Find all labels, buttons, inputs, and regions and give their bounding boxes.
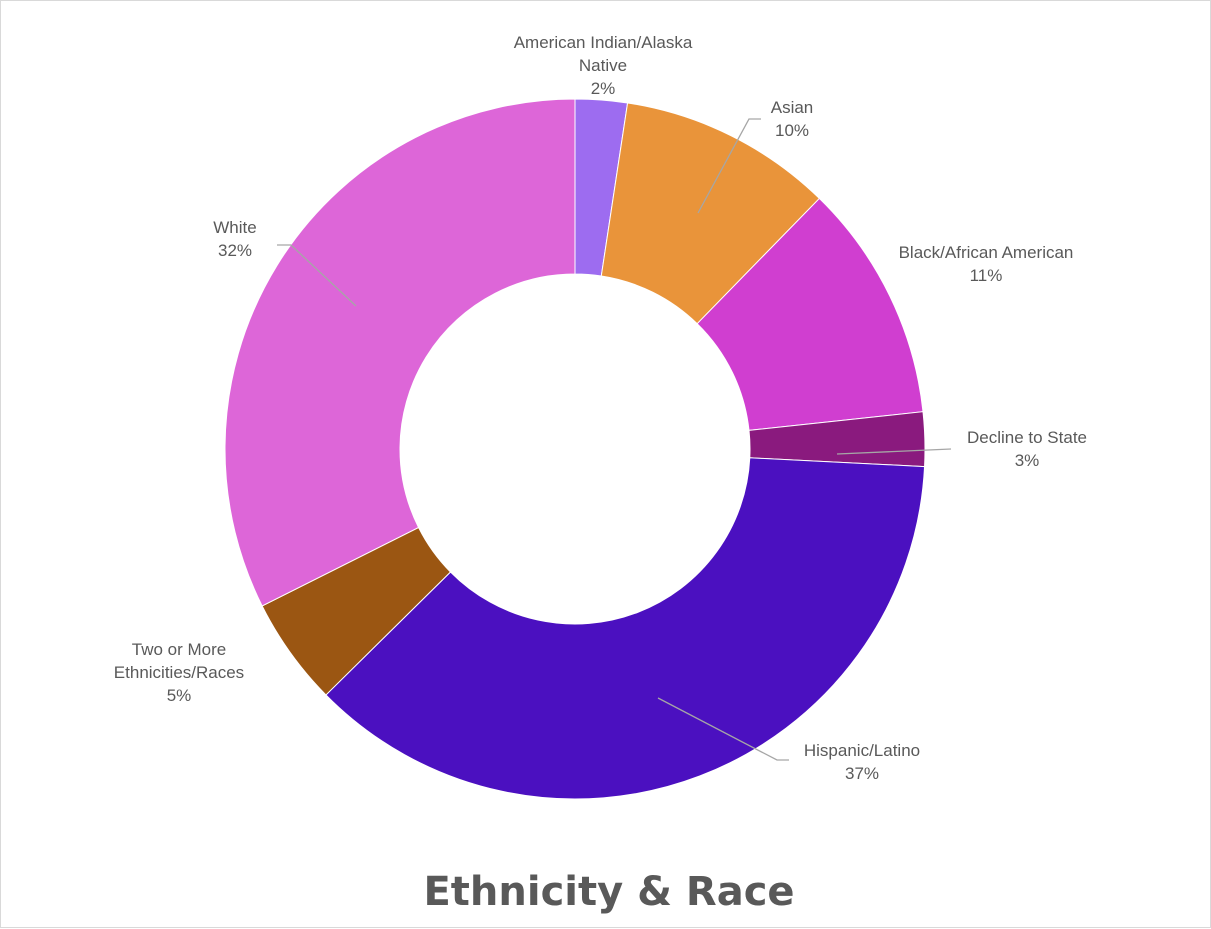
data-label-black-african-american: Black/African American 11% (899, 243, 1074, 285)
data-label-asian: Asian 10% (771, 98, 814, 140)
data-label-american-indian-alaska-native: American Indian/Alaska Native 2% (514, 33, 693, 98)
data-label-category: Ethnicities/Races (114, 663, 244, 682)
data-label-white: White 32% (213, 218, 256, 260)
data-label-hispanic-latino: Hispanic/Latino 37% (804, 741, 920, 783)
data-label-category: Native (579, 56, 627, 75)
donut-slices (224, 98, 926, 800)
data-labels: American Indian/Alaska Native 2% Asian 10% Bl… (114, 33, 1087, 783)
leader-line-decline-to-state (836, 448, 952, 455)
data-label-value: 10% (775, 121, 809, 140)
data-label-category: American Indian/Alaska (514, 33, 693, 52)
slice-white (224, 98, 576, 607)
leader-lines (277, 118, 952, 761)
data-label-decline-to-state: Decline to State 3% (967, 428, 1087, 470)
data-label-value: 32% (218, 241, 252, 260)
data-label-value: 11% (970, 266, 1003, 285)
slice-black-african-american (696, 197, 924, 431)
data-label-category: White (213, 218, 256, 237)
data-label-category: Two or More (132, 640, 226, 659)
data-label-category: Black/African American (899, 243, 1074, 262)
data-label-two-or-more-ethnicities-races: Two or More Ethnicities/Races 5% (114, 640, 244, 705)
data-label-category: Asian (771, 98, 814, 117)
leader-line-hispanic-latino (657, 697, 789, 761)
data-label-value: 3% (1015, 451, 1040, 470)
chart-title: Ethnicity & Race (423, 869, 794, 915)
data-label-value: 37% (845, 764, 879, 783)
data-label-category: Hispanic/Latino (804, 741, 920, 760)
data-label-category: Decline to State (967, 428, 1087, 447)
leader-line-asian (697, 118, 761, 214)
data-label-value: 5% (167, 686, 192, 705)
leader-line-white (277, 244, 357, 307)
slice-hispanic-latino (325, 457, 926, 800)
data-label-value: 2% (591, 79, 616, 98)
